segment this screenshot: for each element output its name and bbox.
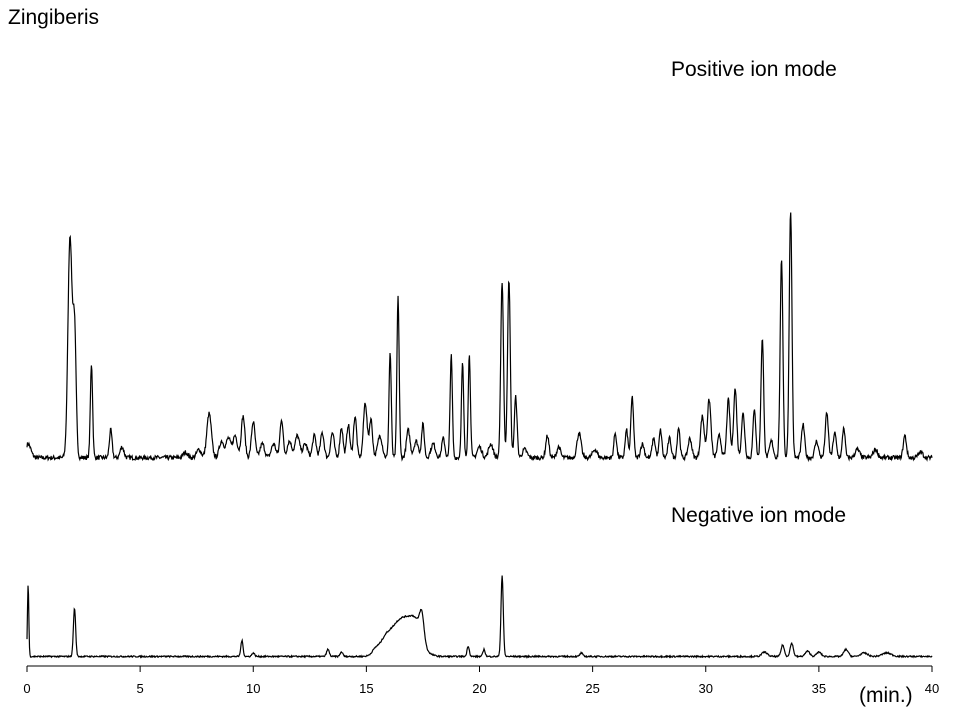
x-tick-label: 0 [23,681,30,696]
x-tick-label: 5 [137,681,144,696]
positive-mode-label: Positive ion mode [671,58,837,81]
x-tick-label: 35 [812,681,826,696]
negative-mode-label: Negative ion mode [671,504,847,527]
x-tick-label: 20 [472,681,486,696]
chart-title: Zingiberis [8,6,100,29]
x-tick-label: 25 [585,681,599,696]
x-axis-ticks: 0 5 10 15 20 25 30 35 40 [23,666,939,696]
x-tick-label: 10 [246,681,260,696]
x-tick-label: 30 [699,681,713,696]
x-tick-label: 15 [359,681,373,696]
x-axis-unit: (min.) [859,684,913,707]
x-tick-label: 40 [925,681,939,696]
negative-mode-trace [26,575,933,659]
positive-mode-trace [26,212,933,463]
